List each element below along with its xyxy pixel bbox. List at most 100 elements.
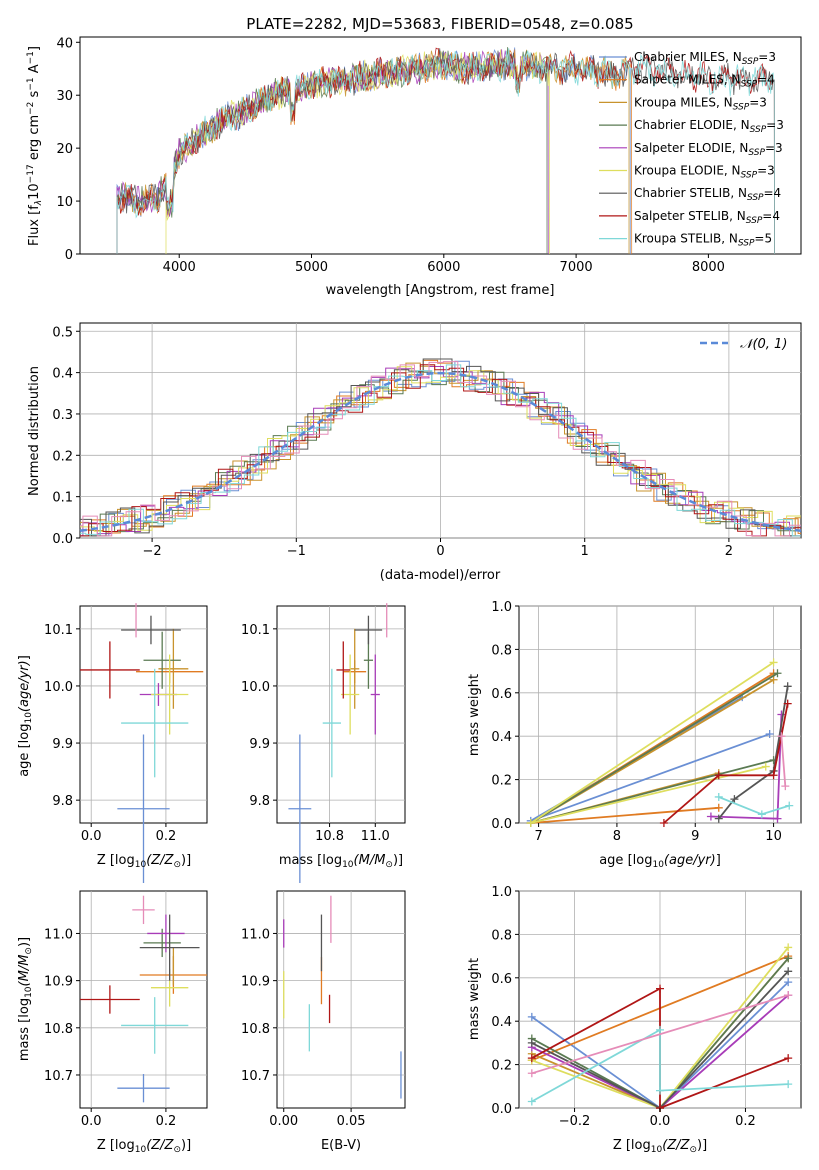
weight-marker <box>783 699 792 708</box>
weight-marker <box>527 1038 536 1047</box>
x-tick-label: 0.2 <box>156 1114 177 1129</box>
y-tick-label: 0 <box>65 248 73 263</box>
y-tick-label: 0.6 <box>491 687 512 702</box>
y-tick-label: 11.0 <box>44 927 73 942</box>
z-mass-panel: 0.0 0.2 10.7 10.8 10.9 11.0 <box>44 890 208 1129</box>
x-tick-label: 1 <box>581 544 589 559</box>
x-tick-label: 10 <box>765 829 782 844</box>
spectrum-xlabel: wavelength [Angstrom, rest frame] <box>326 283 555 298</box>
weight-marker <box>783 682 792 691</box>
y-tick-label: 0.4 <box>491 730 512 745</box>
x-tick-label: 7000 <box>560 260 593 275</box>
panel-axes <box>79 890 208 1109</box>
legend-label: Salpeter MILES, NSSP=4 <box>634 73 775 90</box>
legend-label: Kroupa STELIB, NSSP=5 <box>634 232 772 249</box>
z-age-xlabel: Z [log10(Z/Z⊙)] <box>97 853 191 870</box>
y-tick-label: 0.4 <box>52 367 73 382</box>
y-tick-label: 0.2 <box>52 449 73 464</box>
weight-marker <box>784 1054 793 1063</box>
weight-marker <box>784 943 793 952</box>
legend-label: Kroupa ELODIE, NSSP=3 <box>634 164 775 181</box>
y-tick-label: 0.1 <box>52 491 73 506</box>
y-tick-label: 9.8 <box>249 794 270 809</box>
x-tick-label: 9 <box>691 829 699 844</box>
x-tick-label: 0 <box>436 544 444 559</box>
x-tick-label: −0.2 <box>559 1114 591 1129</box>
panel-axes <box>518 605 802 824</box>
histogram-step <box>80 366 801 532</box>
weight-line <box>780 736 787 787</box>
figure-title: PLATE=2282, MJD=53683, FIBERID=0548, z=0… <box>246 15 633 33</box>
weight-marker <box>527 1097 536 1106</box>
weight-marker <box>769 675 778 684</box>
z-age-panel: 0.0 0.2 9.8 9.9 10.0 10.1 <box>44 603 208 883</box>
mass-age-panel: 10.8 11.0 9.8 9.9 10.0 10.1 <box>241 603 406 883</box>
y-tick-label: 10.8 <box>44 1022 73 1037</box>
y-tick-label: 1.0 <box>491 885 512 900</box>
gaussian-curve <box>79 371 802 533</box>
ebv-mass-xlabel: E(B-V) <box>321 1138 361 1153</box>
y-tick-label: 9.9 <box>52 737 73 752</box>
y-tick-label: 0.8 <box>491 643 512 658</box>
weight-line <box>531 994 789 1075</box>
z-mass-xlabel: Z [log10(Z/Z⊙)] <box>97 1138 191 1155</box>
legend-label: Chabrier ELODIE, NSSP=3 <box>634 118 784 135</box>
weight-line <box>663 703 789 824</box>
x-tick-label: 2 <box>725 544 733 559</box>
x-tick-label: 7 <box>534 829 542 844</box>
weight-marker <box>784 991 793 1000</box>
weight-marker <box>714 771 723 780</box>
y-tick-label: 0.6 <box>491 972 512 987</box>
weight-marker <box>769 658 778 667</box>
weight-marker <box>656 1025 664 1034</box>
y-tick-label: 40 <box>56 36 73 51</box>
y-tick-label: 0.2 <box>491 1059 512 1074</box>
weight-marker <box>777 710 786 719</box>
x-tick-label: 10.8 <box>315 829 344 844</box>
weight-marker <box>656 1086 664 1095</box>
x-tick-label: 5000 <box>295 260 328 275</box>
x-tick-label: −1 <box>287 544 306 559</box>
y-tick-label: 10.9 <box>44 975 73 990</box>
legend-label: Salpeter STELIB, NSSP=4 <box>634 209 780 226</box>
y-tick-label: 11.0 <box>241 927 270 942</box>
y-tick-label: 10.8 <box>241 1022 270 1037</box>
spectrum-panel: 4000 5000 6000 7000 8000 0 10 20 30 40 Chabrier M… <box>26 36 802 298</box>
y-tick-label: 0.8 <box>491 928 512 943</box>
y-tick-label: 0.0 <box>491 1102 512 1117</box>
y-tick-label: 1.0 <box>491 600 512 615</box>
y-tick-label: 10.0 <box>241 680 270 695</box>
weight-marker <box>527 1069 536 1078</box>
y-tick-label: 0.0 <box>491 817 512 832</box>
y-tick-label: 20 <box>56 142 73 157</box>
spectrum-ticks: 4000 5000 6000 7000 8000 0 10 20 30 40 <box>56 36 724 275</box>
panel-axes <box>276 890 406 1109</box>
gauss-legend-label: 𝒩(0, 1) <box>740 337 787 352</box>
ebv-mass-panel: 0.00 0.05 10.7 10.8 10.9 11.0 <box>241 890 406 1129</box>
residual-histograms <box>79 358 802 537</box>
z-weight-panel: −0.2 0.0 0.2 0.0 0.2 0.4 0.6 0.8 1.0 <box>491 885 802 1129</box>
z-mass-ylabel: mass [log10(M/M⊙)] <box>17 937 34 1061</box>
age-weight-xlabel: age [log10(age/yr)] <box>599 853 721 870</box>
weight-line <box>718 686 789 820</box>
spectrum-series-line <box>116 48 775 255</box>
weight-marker <box>714 792 723 801</box>
y-tick-label: 10.7 <box>44 1069 73 1084</box>
spectrum-lines <box>116 47 775 255</box>
legend-label: Kroupa MILES, NSSP=3 <box>634 95 767 112</box>
y-tick-label: 10.9 <box>241 975 270 990</box>
weight-marker <box>757 810 766 819</box>
z-weight-xlabel: Z [log10(Z/Z⊙)] <box>613 1138 707 1155</box>
weight-marker <box>761 762 770 771</box>
residual-panel: −2 −1 0 1 2 0.0 0.1 0.2 0.3 0.4 0.5 𝒩(0, 1) (data-… <box>27 322 802 583</box>
weight-marker <box>527 1054 536 1063</box>
weight-marker <box>527 1012 536 1021</box>
weight-marker <box>659 819 668 827</box>
x-tick-label: −2 <box>143 544 162 559</box>
spectrum-series-line <box>116 48 775 255</box>
x-tick-label: 0.0 <box>81 829 102 844</box>
y-tick-label: 9.8 <box>52 794 73 809</box>
y-tick-label: 10.1 <box>241 623 270 638</box>
weight-marker <box>706 812 715 821</box>
